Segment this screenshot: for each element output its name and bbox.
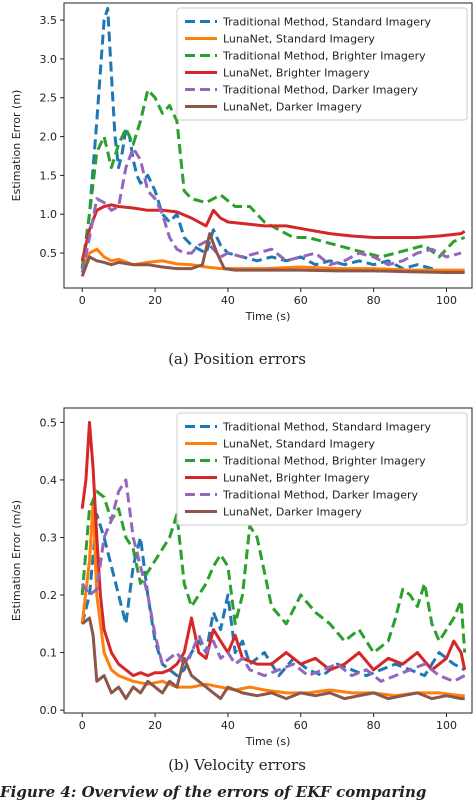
legend-label: Traditional Method, Brighter Imagery xyxy=(222,455,426,468)
x-tick-label: 0 xyxy=(79,719,86,732)
legend-box xyxy=(176,7,468,121)
caption-velocity-errors: (b) Velocity errors xyxy=(168,756,306,774)
caption-position-errors: (a) Position errors xyxy=(168,350,306,368)
series-lines xyxy=(80,6,466,277)
series-lines xyxy=(80,420,467,701)
y-tick-label: 3.0 xyxy=(40,53,58,66)
series-line-4 xyxy=(80,478,466,683)
y-tick-label: 0.1 xyxy=(40,647,58,660)
x-tick-label: 100 xyxy=(436,294,457,307)
x-axis-label: Time (s) xyxy=(245,310,291,323)
series-line-0 xyxy=(80,513,466,678)
legend-label: LunaNet, Brighter Imagery xyxy=(223,67,370,80)
y-axis-label: Estimation Error (m/s) xyxy=(10,500,23,621)
legend-box xyxy=(176,412,468,526)
chart-velocity-errors: 0 20 40 60 80 100 0.0 0.1 0.2 0.3 0.4 0.5 Time (s) Es… xyxy=(10,407,473,748)
x-axis-label: Time (s) xyxy=(245,735,291,748)
y-tick-label: 0.5 xyxy=(40,416,58,429)
y-tick-label: 0.4 xyxy=(40,474,58,487)
legend: Traditional Method, Standard Imagery Luna… xyxy=(176,7,468,121)
series-line-5 xyxy=(80,232,465,277)
legend-label: Traditional Method, Darker Imagery xyxy=(222,84,418,97)
y-tick-label: 0.3 xyxy=(40,531,58,544)
legend-label: LunaNet, Brighter Imagery xyxy=(223,472,370,485)
legend-label: Traditional Method, Darker Imagery xyxy=(222,489,418,502)
legend-label: LunaNet, Darker Imagery xyxy=(223,506,362,519)
x-tick-label: 40 xyxy=(221,719,235,732)
figure-caption-partial: Figure 4: Overview of the errors of EKF … xyxy=(0,783,427,801)
series-line-3 xyxy=(80,420,467,678)
x-tick-label: 80 xyxy=(367,719,381,732)
legend-label: Traditional Method, Standard Imagery xyxy=(222,16,432,29)
x-tick-label: 80 xyxy=(367,294,381,307)
x-tick-label: 20 xyxy=(148,294,162,307)
series-line-2 xyxy=(80,489,467,655)
x-tick-label: 100 xyxy=(436,719,457,732)
chart-position-errors: 0 20 40 60 80 100 0.5 1.0 1.5 2.0 2.5 3.0 3.5 Time (s… xyxy=(10,2,473,323)
legend-label: Traditional Method, Standard Imagery xyxy=(222,421,432,434)
legend-label: Traditional Method, Brighter Imagery xyxy=(222,50,426,63)
y-tick-label: 1.5 xyxy=(40,169,58,182)
y-axis-label: Estimation Error (m) xyxy=(10,90,23,202)
legend-label: LunaNet, Standard Imagery xyxy=(223,438,375,451)
legend: Traditional Method, Standard Imagery Luna… xyxy=(176,412,468,526)
y-tick-label: 2.0 xyxy=(40,131,58,144)
x-tick-label: 40 xyxy=(221,294,235,307)
series-line-1 xyxy=(80,501,465,698)
x-tick-label: 60 xyxy=(294,294,308,307)
series-line-2 xyxy=(80,88,466,269)
plot-area-frame xyxy=(63,2,473,289)
x-tick-label: 20 xyxy=(148,719,162,732)
y-tick-label: 0.0 xyxy=(40,704,58,717)
legend-label: LunaNet, Darker Imagery xyxy=(223,101,362,114)
series-line-5 xyxy=(81,616,465,701)
x-tick-label: 0 xyxy=(79,294,86,307)
series-line-4 xyxy=(80,146,462,273)
x-tick-label: 60 xyxy=(294,719,308,732)
y-tick-label: 0.5 xyxy=(40,247,58,260)
legend-label: LunaNet, Standard Imagery xyxy=(223,33,375,46)
series-line-0 xyxy=(80,6,462,274)
series-line-1 xyxy=(80,247,465,272)
y-tick-label: 1.0 xyxy=(40,208,58,221)
series-line-3 xyxy=(80,203,466,262)
plot-area-frame xyxy=(63,407,473,714)
y-tick-label: 3.5 xyxy=(40,14,58,27)
y-tick-label: 2.5 xyxy=(40,92,58,105)
y-tick-label: 0.2 xyxy=(40,589,58,602)
